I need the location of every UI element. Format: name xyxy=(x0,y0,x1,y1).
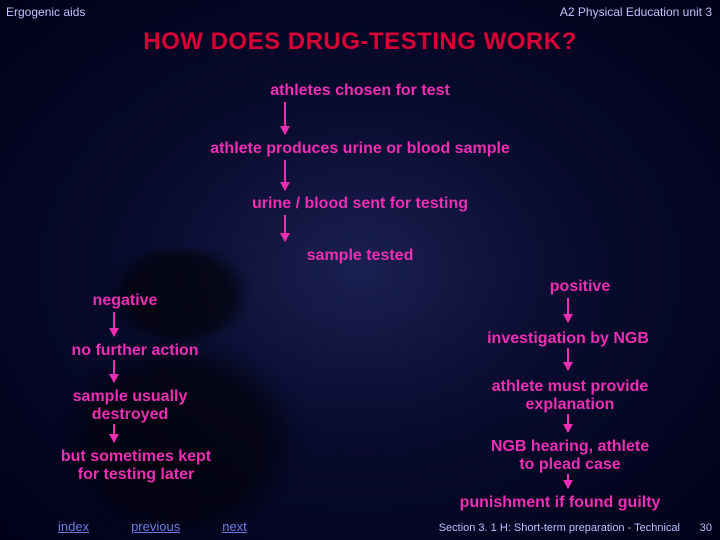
flow-arrow-6 xyxy=(567,298,569,322)
flow-node-n6: investigation by NGB xyxy=(487,330,649,348)
flow-node-neg: negative xyxy=(93,292,158,310)
flow-node-n3: urine / blood sent for testing xyxy=(252,195,468,213)
flow-node-n8a: athlete must provide xyxy=(492,378,648,396)
header-right: A2 Physical Education unit 3 xyxy=(560,5,712,19)
nav-index[interactable]: index xyxy=(58,519,89,534)
flow-node-n2: athlete produces urine or blood sample xyxy=(210,140,510,158)
flow-node-n9b: for testing later xyxy=(78,466,194,484)
flow-arrow-3 xyxy=(113,312,115,336)
slide-title: HOW DOES DRUG-TESTING WORK? xyxy=(0,28,720,56)
flow-arrow-2 xyxy=(284,215,286,241)
flow-node-pos: positive xyxy=(550,278,610,296)
nav-previous[interactable]: previous xyxy=(131,519,180,534)
flow-arrow-8 xyxy=(567,414,569,432)
flow-arrow-9 xyxy=(567,474,569,488)
slide-content: Ergogenic aids A2 Physical Education uni… xyxy=(0,0,720,540)
flow-node-n7a: sample usually xyxy=(73,388,188,406)
nav-next[interactable]: next xyxy=(222,519,247,534)
flow-node-n10a: NGB hearing, athlete xyxy=(491,438,649,456)
flow-arrow-5 xyxy=(113,424,115,442)
flow-node-n11: punishment if found guilty xyxy=(460,494,661,512)
flow-node-n1: athletes chosen for test xyxy=(270,82,450,100)
flow-node-n9a: but sometimes kept xyxy=(61,448,211,466)
flow-arrow-1 xyxy=(284,160,286,190)
footer-nav: index previous next xyxy=(0,519,247,534)
flow-arrow-4 xyxy=(113,360,115,382)
flow-node-n8b: explanation xyxy=(526,396,615,414)
flow-node-n4: sample tested xyxy=(307,247,414,265)
footer-page: 30 xyxy=(700,522,712,534)
flow-node-n7b: destroyed xyxy=(92,406,168,424)
footer-section: Section 3. 1 H: Short-term preparation -… xyxy=(439,522,680,534)
flow-arrow-0 xyxy=(284,102,286,134)
header-left: Ergogenic aids xyxy=(6,5,85,19)
flow-node-n5: no further action xyxy=(71,342,198,360)
flow-node-n10b: to plead case xyxy=(519,456,620,474)
flow-arrow-7 xyxy=(567,348,569,370)
